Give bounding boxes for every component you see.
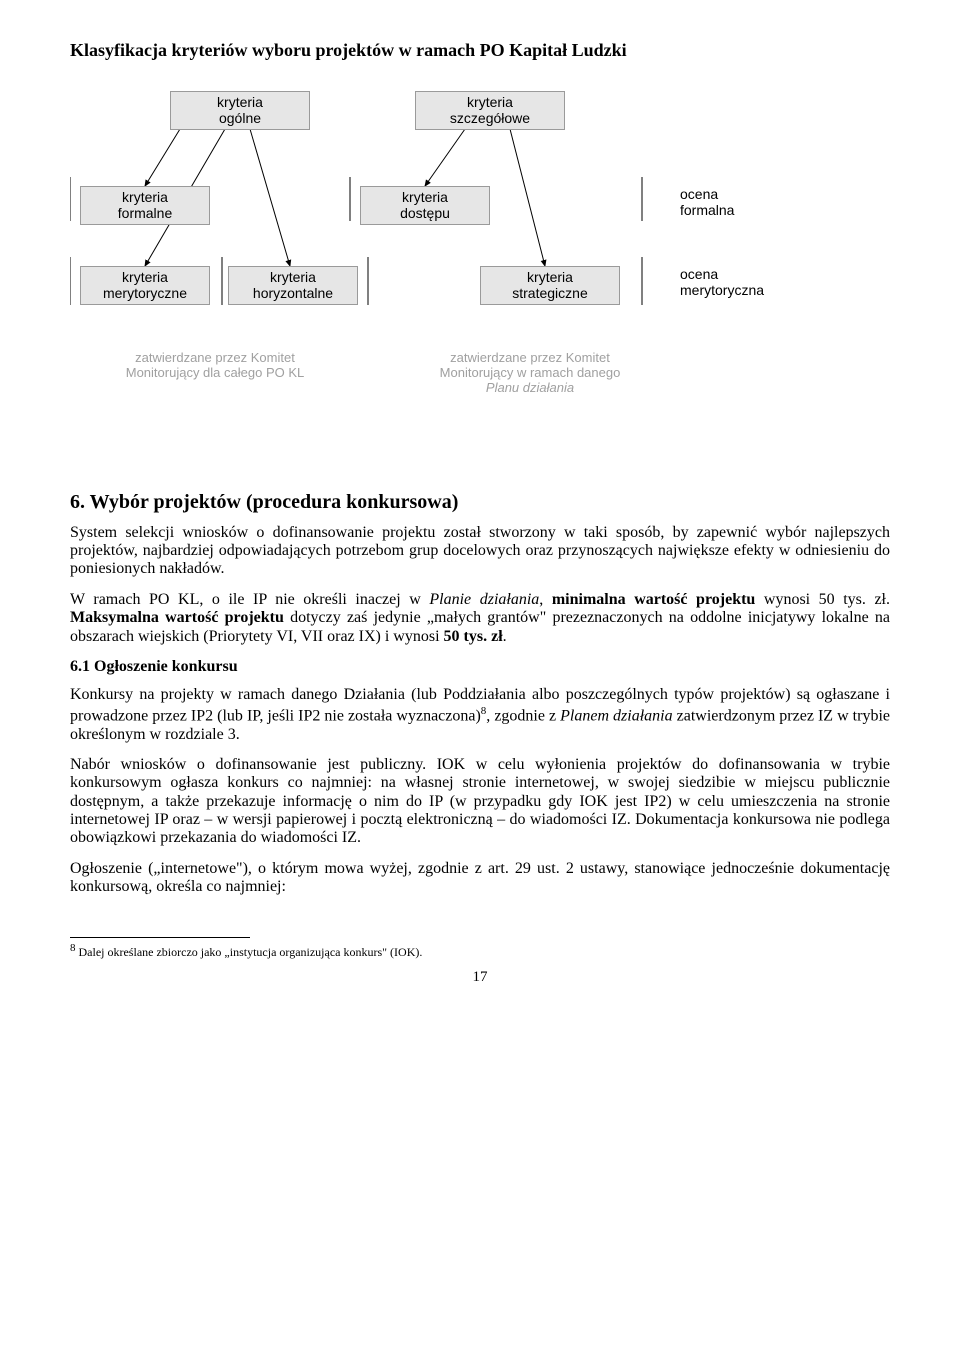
- label-ocena-formalna: ocena formalna: [680, 186, 734, 218]
- box-label: kryteria dostępu: [400, 189, 450, 222]
- box-kryteria-horyzontalne: kryteria horyzontalne: [228, 266, 358, 306]
- label-ocena-merytoryczna: ocena merytoryczna: [680, 266, 764, 298]
- box-kryteria-ogolne: kryteria ogólne: [170, 91, 310, 131]
- box-kryteria-szczegolowe: kryteria szczegółowe: [415, 91, 565, 131]
- heading-section-6: 6. Wybór projektów (procedura konkursowa…: [70, 491, 890, 514]
- box-label: kryteria merytoryczne: [103, 269, 187, 302]
- box-label: kryteria strategiczne: [512, 269, 587, 302]
- para-6-1: System selekcji wniosków o dofinansowani…: [70, 524, 890, 579]
- heading-section-6-1: 6.1 Ogłoszenie konkursu: [70, 658, 890, 676]
- para-6-2: W ramach PO KL, o ile IP nie określi ina…: [70, 591, 890, 646]
- box-kryteria-dostepu: kryteria dostępu: [360, 186, 490, 226]
- box-label: kryteria horyzontalne: [253, 269, 333, 302]
- footnote-separator: [70, 937, 250, 938]
- box-kryteria-formalne: kryteria formalne: [80, 186, 210, 226]
- para-61-3: Ogłoszenie („internetowe"), o którym mow…: [70, 860, 890, 897]
- box-label: kryteria formalne: [118, 189, 172, 222]
- para-61-1: Konkursy na projekty w ramach danego Dzi…: [70, 686, 890, 744]
- page-number: 17: [70, 969, 890, 986]
- diagram-footnote-left: zatwierdzane przez Komitet Monitorujący …: [105, 351, 325, 381]
- box-kryteria-strategiczne: kryteria strategiczne: [480, 266, 620, 306]
- page-title: Klasyfikacja kryteriów wyboru projektów …: [70, 40, 890, 61]
- box-label: kryteria szczegółowe: [450, 94, 530, 127]
- para-61-2: Nabór wniosków o dofinansowanie jest pub…: [70, 756, 890, 848]
- diagram-footnote-right: zatwierdzane przez Komitet Monitorujący …: [420, 351, 640, 396]
- classification-diagram: kryteria ogólne kryteria szczegółowe kry…: [70, 91, 890, 461]
- box-kryteria-merytoryczne: kryteria merytoryczne: [80, 266, 210, 306]
- footnote-8: 8 Dalej określane zbiorczo jako „instytu…: [70, 942, 890, 960]
- box-label: kryteria ogólne: [217, 94, 263, 127]
